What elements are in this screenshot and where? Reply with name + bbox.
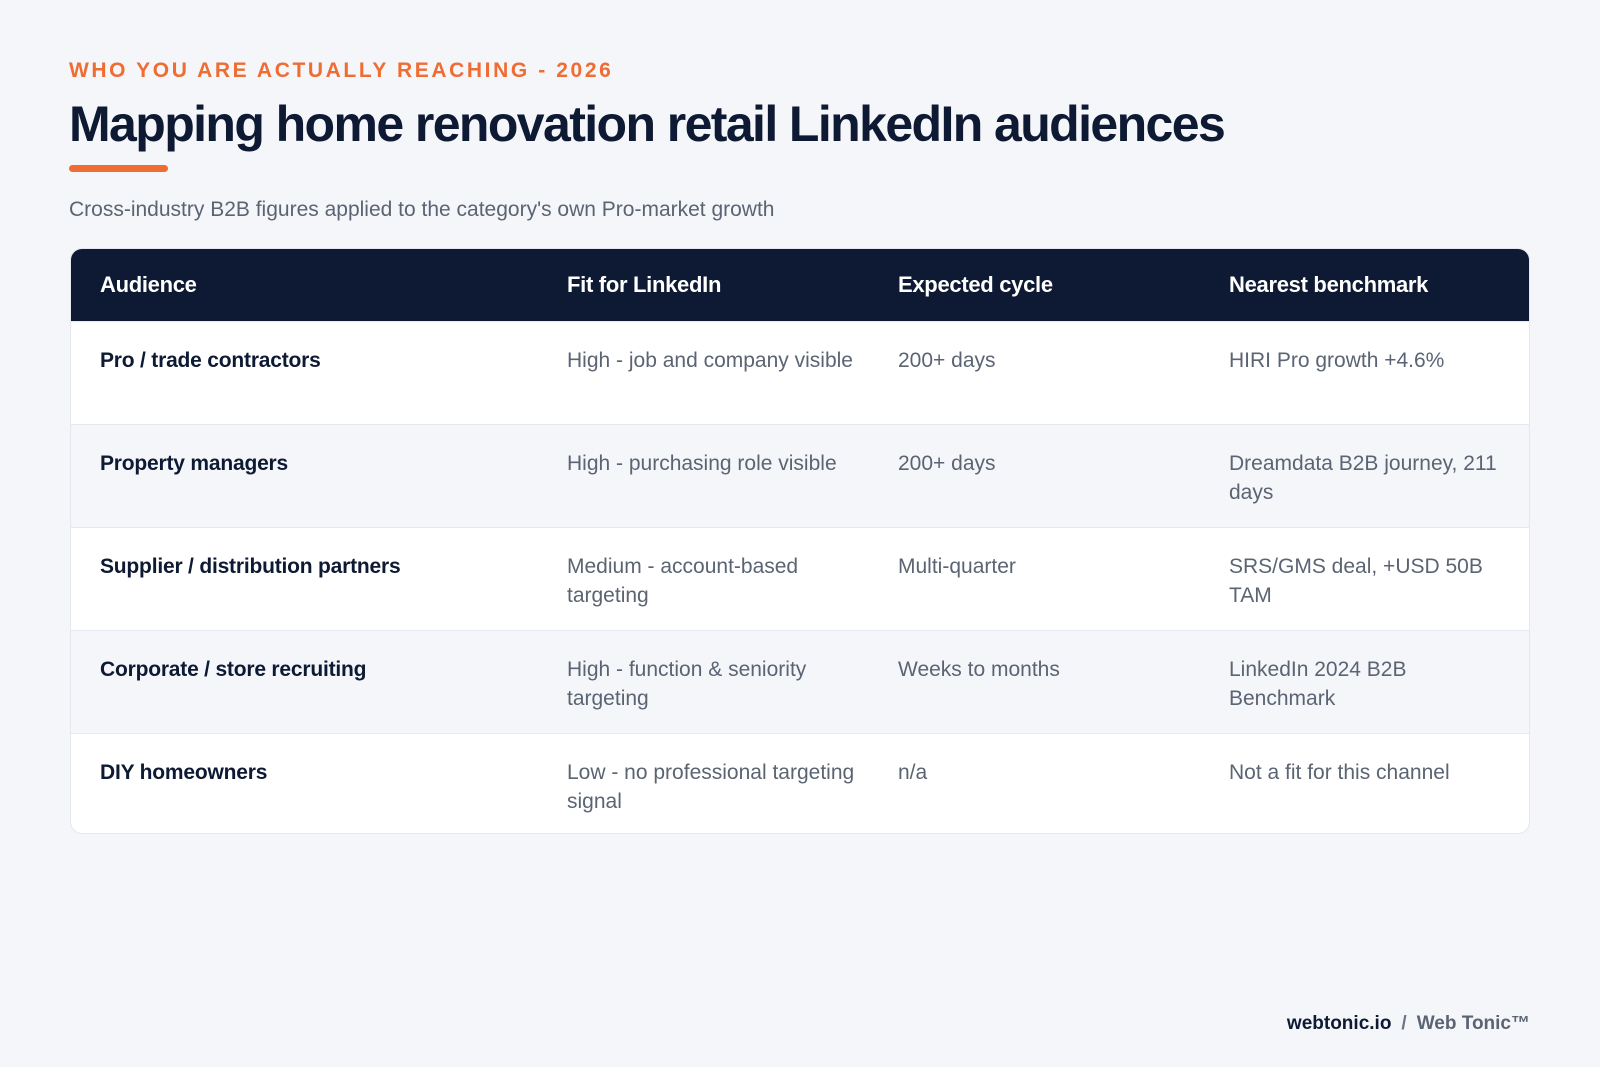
- cell-audience: DIY homeowners: [100, 761, 268, 784]
- cell-cycle: 200+ days: [898, 349, 996, 372]
- footer-domain: webtonic.io: [1286, 1013, 1392, 1034]
- table-row: DIY homeowners Low - no professional tar…: [71, 733, 1529, 833]
- cell-fit: Medium - account-based targeting: [567, 555, 799, 607]
- cell-cycle: n/a: [898, 761, 928, 784]
- table-row: Pro / trade contractors High - job and c…: [71, 321, 1529, 424]
- cell-cycle: Weeks to months: [898, 658, 1060, 681]
- cell-fit: Low - no professional targeting signal: [567, 761, 855, 813]
- footer-brand: Web Tonic™: [1416, 1013, 1530, 1034]
- cell-audience: Property managers: [100, 452, 289, 475]
- cell-fit: High - purchasing role visible: [567, 452, 837, 475]
- cell-cycle: Multi-quarter: [898, 555, 1016, 578]
- cell-fit: High - function & seniority targeting: [567, 658, 807, 710]
- page-subtitle: Cross-industry B2B figures applied to th…: [69, 198, 775, 221]
- page-title: Mapping home renovation retail LinkedIn …: [69, 96, 1226, 152]
- table-row: Supplier / distribution partners Medium …: [71, 527, 1529, 630]
- cell-benchmark: LinkedIn 2024 B2B Benchmark: [1229, 658, 1407, 710]
- table-header: Audience Fit for LinkedIn Expected cycle…: [71, 249, 1529, 321]
- audience-table: Audience Fit for LinkedIn Expected cycle…: [70, 248, 1530, 834]
- cell-audience: Corporate / store recruiting: [100, 658, 367, 681]
- column-header-audience: Audience: [100, 272, 197, 297]
- title-accent-bar: [69, 165, 168, 172]
- footer-separator: /: [1401, 1013, 1407, 1034]
- cell-audience: Pro / trade contractors: [100, 349, 321, 372]
- column-header-cycle: Expected cycle: [898, 272, 1053, 297]
- eyebrow-label: WHO YOU ARE ACTUALLY REACHING - 2026: [69, 59, 614, 82]
- cell-fit: High - job and company visible: [567, 349, 853, 372]
- footer-credit: webtonic.io / Web Tonic™: [1287, 1012, 1530, 1036]
- table-row: Corporate / store recruiting High - func…: [71, 630, 1529, 733]
- cell-audience: Supplier / distribution partners: [100, 555, 401, 578]
- column-header-fit: Fit for LinkedIn: [567, 272, 722, 297]
- cell-cycle: 200+ days: [898, 452, 996, 475]
- cell-benchmark: Not a fit for this channel: [1229, 761, 1450, 784]
- cell-benchmark: HIRI Pro growth +4.6%: [1229, 349, 1445, 372]
- cell-benchmark: SRS/GMS deal, +USD 50B TAM: [1229, 555, 1483, 607]
- column-header-benchmark: Nearest benchmark: [1229, 272, 1429, 297]
- cell-benchmark: Dreamdata B2B journey, 211 days: [1229, 452, 1497, 504]
- table-row: Property managers High - purchasing role…: [71, 424, 1529, 527]
